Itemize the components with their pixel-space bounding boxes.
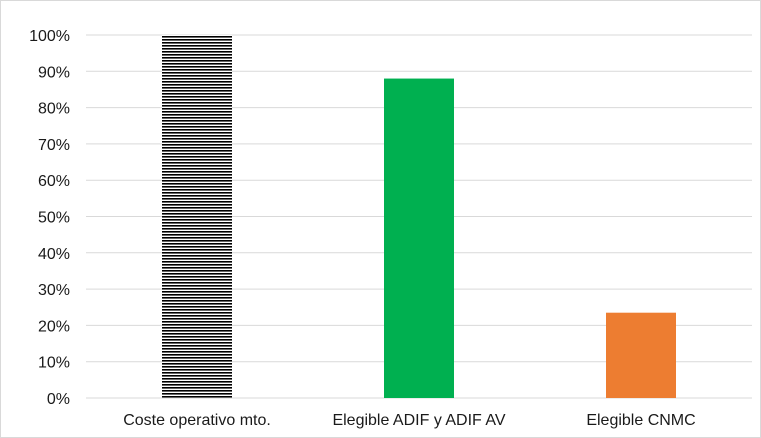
bars: [162, 35, 676, 398]
bar-3: [606, 312, 676, 398]
bar-1: [162, 35, 232, 398]
y-tick-label: 50%: [38, 210, 70, 227]
y-tick-label: 30%: [38, 282, 70, 299]
y-tick-label: 40%: [38, 246, 70, 263]
x-category-label: Elegible CNMC: [586, 412, 695, 429]
y-tick-label: 20%: [38, 318, 70, 335]
y-tick-label: 100%: [29, 28, 70, 45]
x-category-label: Elegible ADIF y ADIF AV: [332, 412, 505, 429]
y-axis-ticks: 0% 10% 20% 30% 40% 50% 60% 70% 80% 90% 100%: [29, 28, 70, 408]
x-category-label: Coste operativo mto.: [123, 412, 271, 429]
y-tick-label: 10%: [38, 355, 70, 372]
bar-2: [384, 78, 454, 398]
y-tick-label: 90%: [38, 64, 70, 81]
y-tick-label: 60%: [38, 173, 70, 190]
y-tick-label: 0%: [47, 391, 70, 408]
y-tick-label: 80%: [38, 101, 70, 118]
x-axis-labels: Coste operativo mto. Elegible ADIF y ADIF…: [123, 412, 696, 429]
y-tick-label: 70%: [38, 137, 70, 154]
